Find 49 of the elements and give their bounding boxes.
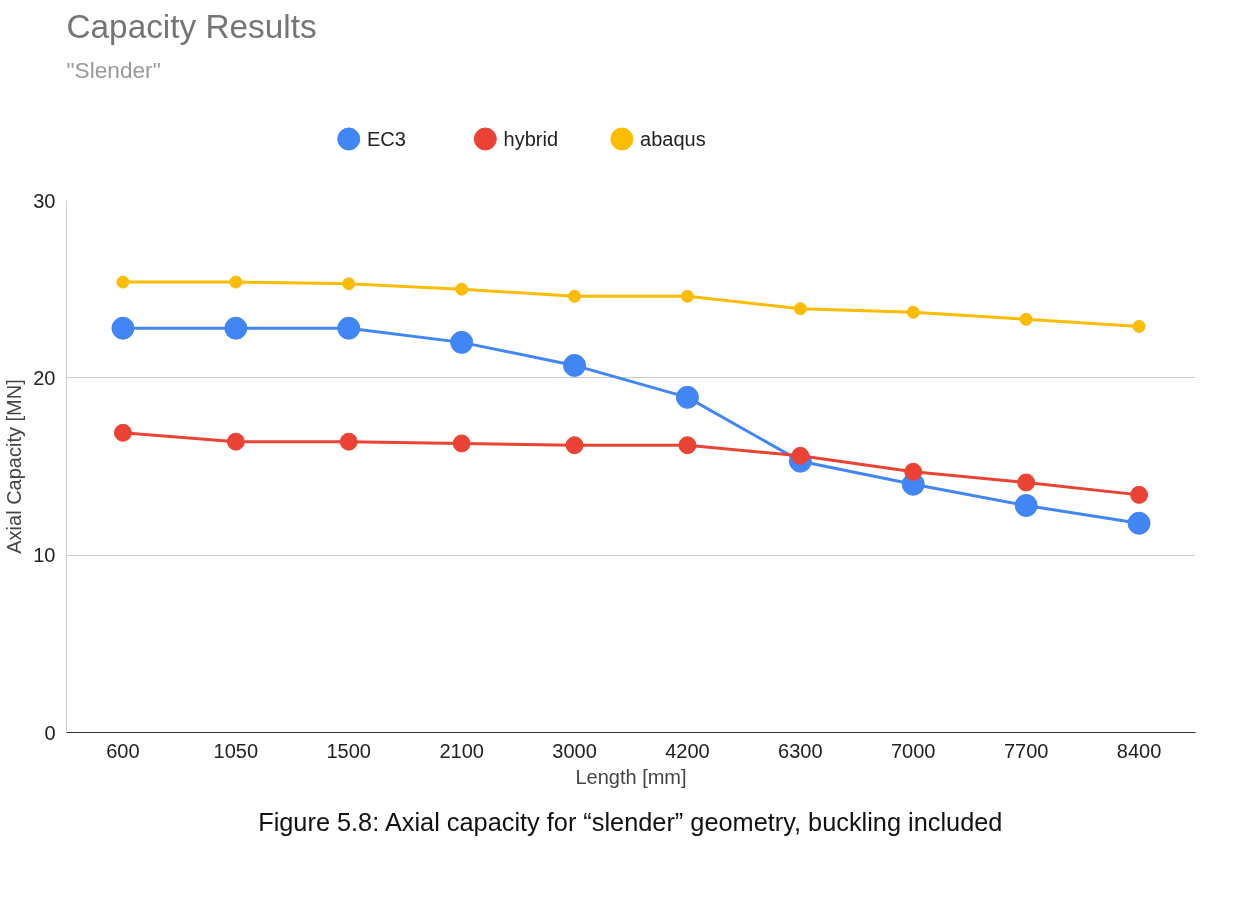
point [224,316,248,340]
x-tick-label: 7700 [1003,739,1049,762]
point [1019,312,1033,326]
point [1017,473,1036,492]
x-tick-label: 1050 [213,739,259,762]
x-tick-label: 4200 [665,739,710,762]
chart-subtitle: "Slender" [66,56,161,83]
point [675,385,699,409]
point [906,305,920,319]
point [568,289,582,303]
point [455,282,469,296]
point [904,462,923,481]
y-tick-label: 30 [33,189,56,212]
y-tick-label: 0 [44,721,56,744]
point [678,436,697,455]
point [229,275,243,289]
chart-title: Capacity Results [66,7,317,45]
point [1130,485,1149,504]
point [450,330,474,354]
point [339,432,358,451]
x-tick-label: 2100 [439,739,484,762]
y-tick-label: 10 [33,544,56,567]
point [563,353,587,377]
point [1127,511,1151,535]
point [113,423,132,442]
y-axis-title: Axial Capacity [MN] [3,379,26,554]
legend-label: EC3 [366,128,406,150]
x-tick-label: 600 [106,739,140,762]
point [1014,494,1038,517]
point [111,316,135,340]
x-tick-label: 6300 [778,739,823,762]
x-tick-label: 7000 [891,739,936,762]
x-axis-title: Length [mm] [575,765,687,788]
caption: Figure 5.8: Axial capacity for “slender” geometry, buckling included [258,807,1003,836]
legend-label: abaqus [640,128,706,150]
point [337,316,361,340]
y-tick-label: 20 [33,366,56,389]
point [226,432,245,451]
point [342,277,356,291]
point [680,289,694,303]
point [452,434,471,453]
point [1132,319,1146,333]
x-tick-label: 3000 [552,739,597,762]
point [565,436,584,455]
x-tick-label: 1500 [326,739,371,762]
point [116,275,130,289]
x-tick-label: 8400 [1116,739,1162,762]
legend-label: hybrid [503,128,559,150]
point [793,302,807,316]
